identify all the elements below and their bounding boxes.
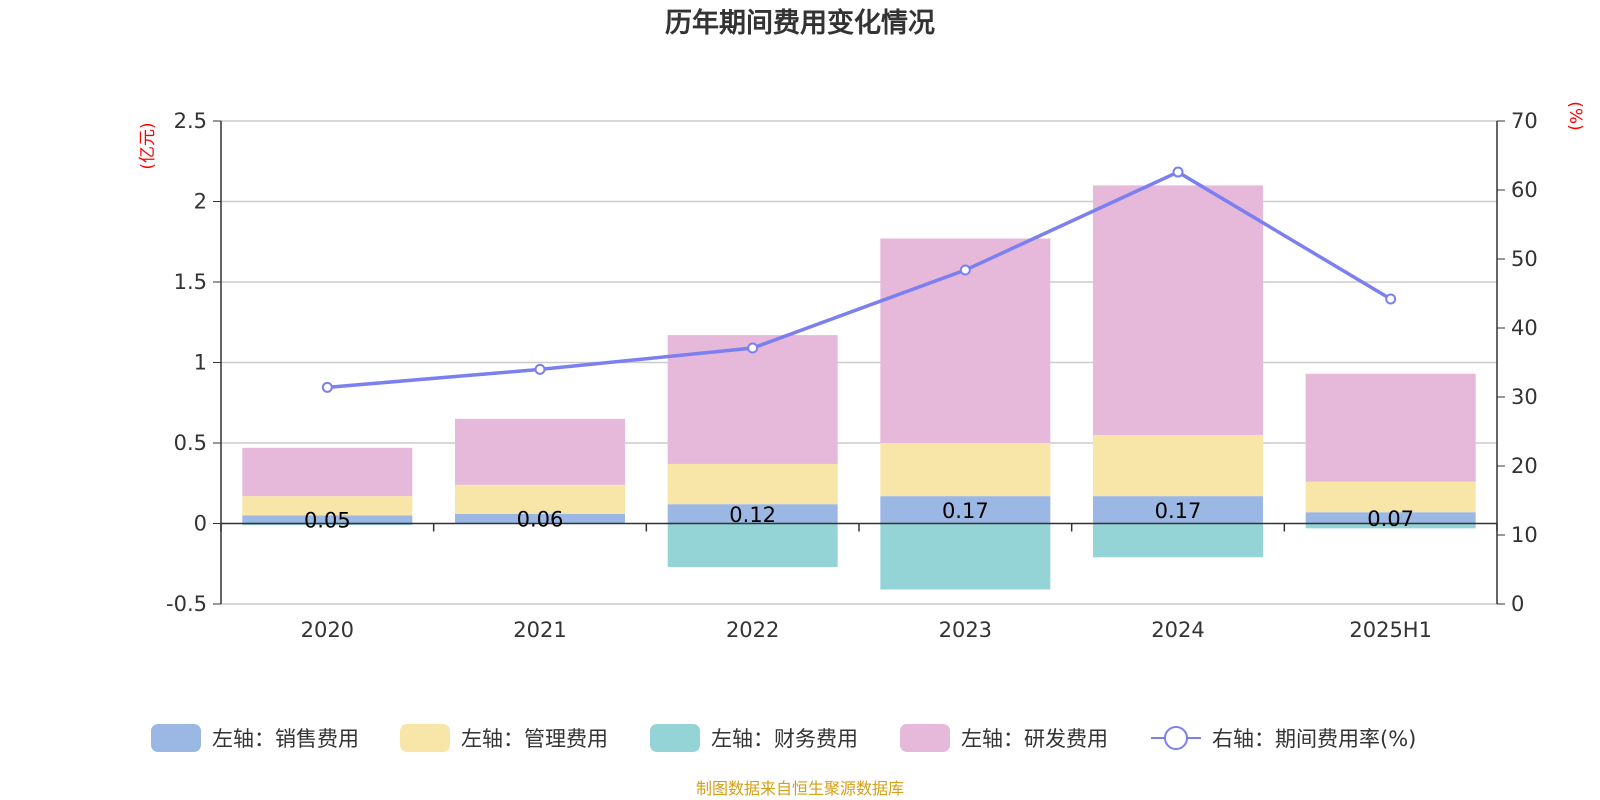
x-axis-tick-label: 2021	[513, 618, 566, 642]
left-axis-tick-label: 0.5	[174, 431, 207, 455]
rate-point	[1172, 166, 1184, 178]
axes: -0.5 0 0.5 1 1.5 2 2.5 0 10 20 30 40 50 60 70 2020 2021 2…	[166, 109, 1538, 642]
right-axis-tick-label: 30	[1511, 385, 1538, 409]
bar-rd-expense	[242, 447, 413, 497]
bar-rd-expense	[455, 418, 625, 485]
bar-rd-expense	[1305, 373, 1476, 482]
left-axis-tick-label: -0.5	[166, 592, 207, 616]
rate-line	[321, 166, 1397, 393]
legend-swatch	[400, 724, 450, 752]
left-axis-tick-label: 1.5	[174, 270, 207, 294]
legend-marker	[1164, 726, 1188, 750]
legend-swatch	[151, 724, 201, 752]
legend-label[interactable]: 左轴：管理费用	[461, 727, 608, 751]
gridlines	[221, 120, 1497, 605]
bar-data-label: 0.12	[729, 503, 776, 527]
bar-sales-expense	[455, 513, 625, 524]
bar-finance-expense	[1093, 523, 1263, 558]
legend: 左轴：销售费用 左轴：管理费用 左轴：财务费用 左轴：研发费用 右轴：期间费用率(%)	[151, 724, 1416, 752]
right-axis-tick-label: 10	[1511, 523, 1538, 547]
bar-rd-expense	[667, 335, 838, 464]
legend-label[interactable]: 左轴：销售费用	[212, 727, 359, 751]
right-axis-unit: (%)	[1565, 101, 1585, 130]
bar-admin-expense	[242, 496, 413, 516]
source-note: 制图数据来自恒生聚源数据库	[696, 779, 904, 798]
rate-point	[959, 264, 971, 276]
left-axis-tick-label: 1	[194, 351, 207, 375]
bar-admin-expense	[455, 484, 625, 514]
rate-point	[534, 363, 546, 375]
x-axis-tick-label: 2023	[939, 618, 992, 642]
x-axis-tick-label: 2020	[301, 618, 354, 642]
right-axis-tick-label: 60	[1511, 178, 1538, 202]
legend-label[interactable]: 左轴：财务费用	[711, 727, 858, 751]
right-axis-tick-label: 70	[1511, 109, 1538, 133]
bar-sales-expense	[1305, 512, 1476, 524]
x-axis-tick-label: 2024	[1151, 618, 1204, 642]
left-axis-tick-label: 2.5	[174, 109, 207, 133]
bar-admin-expense	[880, 443, 1051, 497]
right-axis-tick-label: 0	[1511, 592, 1524, 616]
bar-sales-expense	[242, 515, 413, 524]
legend-label[interactable]: 右轴：期间费用率(%)	[1212, 727, 1416, 751]
x-axis-tick-label: 2025H1	[1349, 618, 1432, 642]
chart-title: 历年期间费用变化情况	[665, 7, 935, 39]
bar-finance-expense	[880, 523, 1051, 590]
bar-rd-expense	[1093, 185, 1263, 435]
legend-swatch	[900, 724, 950, 752]
bar-data-label: 0.17	[1155, 499, 1202, 523]
bar-finance-expense	[667, 523, 838, 567]
bar-admin-expense	[1305, 481, 1476, 513]
bar-sales-expense	[667, 504, 838, 524]
bar-data-label: 0.07	[1367, 507, 1414, 531]
right-axis-tick-label: 50	[1511, 247, 1538, 271]
bar-data-label: 0.05	[304, 508, 351, 532]
bar-data-label: 0.17	[942, 499, 989, 523]
left-axis-tick-label: 0	[194, 512, 207, 536]
bars	[242, 185, 1476, 590]
bar-sales-expense	[880, 496, 1051, 524]
bar-admin-expense	[667, 463, 838, 505]
right-axis-tick-label: 20	[1511, 454, 1538, 478]
x-axis-tick-label: 2022	[726, 618, 779, 642]
right-axis-tick-label: 40	[1511, 316, 1538, 340]
left-axis-tick-label: 2	[194, 190, 207, 214]
rate-point	[321, 381, 333, 393]
legend-swatch	[650, 724, 700, 752]
bar-sales-expense	[1093, 496, 1263, 524]
rate-line-path	[327, 170, 1392, 390]
legend-label[interactable]: 左轴：研发费用	[961, 727, 1108, 751]
left-axis-unit: (亿元)	[138, 122, 158, 169]
rate-point	[747, 342, 759, 354]
bar-finance-expense	[1305, 523, 1476, 529]
bar-admin-expense	[1093, 434, 1263, 497]
bar-finance-expense	[242, 523, 413, 526]
data-labels: 0.05 0.06 0.12 0.17 0.17 0.07	[304, 499, 1414, 533]
rate-point	[1385, 293, 1397, 305]
bar-data-label: 0.06	[517, 508, 564, 532]
